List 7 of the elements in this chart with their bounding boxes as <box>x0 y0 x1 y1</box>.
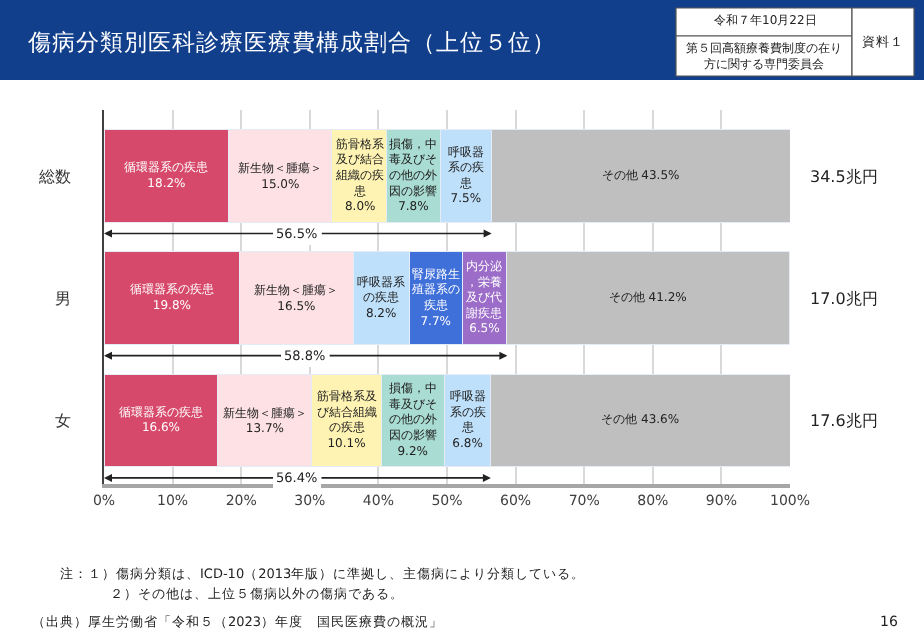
y-tick-label: 総数 <box>36 167 71 186</box>
text: 34.5兆円 <box>810 168 878 186</box>
text: 17.0兆円 <box>810 290 878 308</box>
y-tick-label: 男 <box>54 289 71 308</box>
y-tick-label: 女 <box>54 412 71 431</box>
chart-title: 傷病分類別医科診療医療費構成割合（上位５位） <box>26 28 556 57</box>
text: 17.6兆円 <box>810 412 878 430</box>
